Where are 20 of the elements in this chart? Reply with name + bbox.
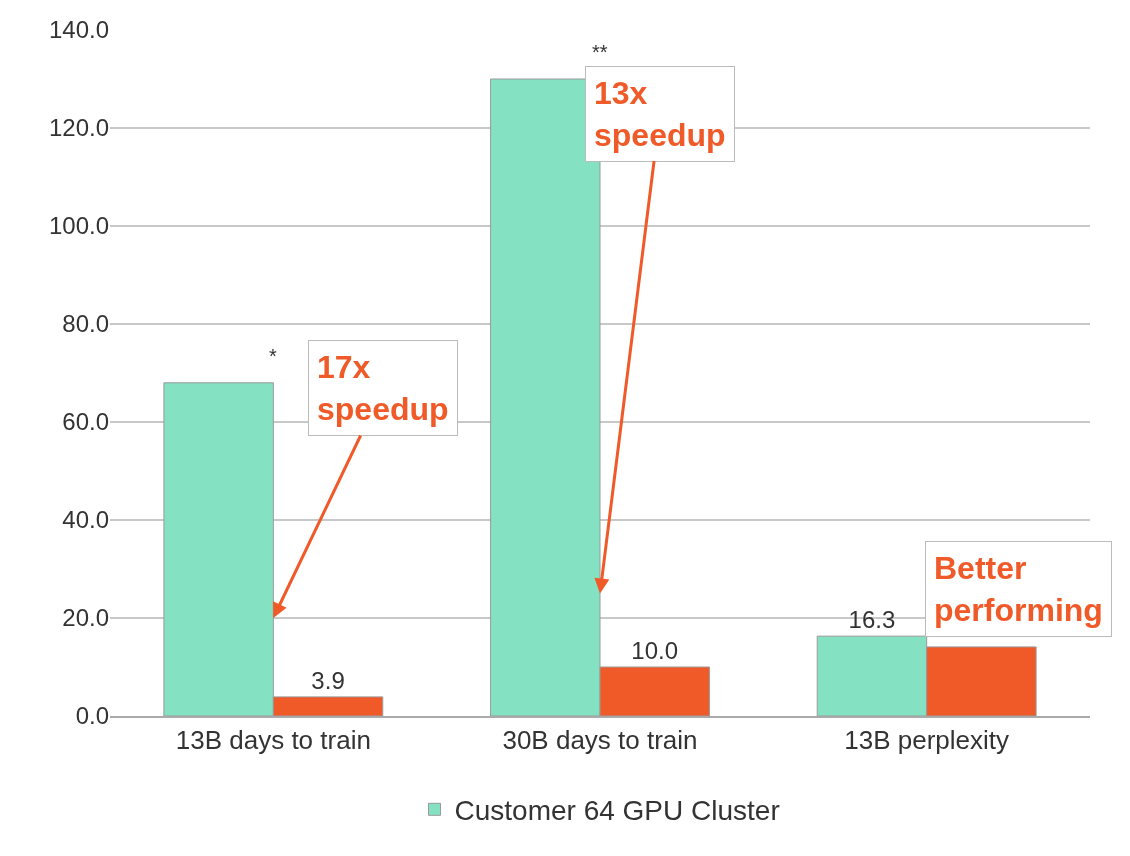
data-label: 16.3 bbox=[848, 606, 896, 634]
data-label: 3.9 bbox=[311, 666, 345, 694]
annotation: ** bbox=[592, 41, 608, 63]
x-tick-label: 13B perplexity bbox=[844, 725, 1010, 756]
y-tick-label: 120.0 bbox=[48, 114, 109, 142]
data-label: 10.0 bbox=[631, 637, 679, 664]
y-tick-label: 40.0 bbox=[62, 506, 109, 534]
y-tick-label: 60.0 bbox=[62, 408, 109, 436]
annotation: 13x speedup bbox=[594, 75, 726, 153]
x-tick-label: 30B days to train bbox=[502, 725, 698, 756]
legend-label: Customer 64 GPU Cluster bbox=[454, 795, 780, 827]
y-tick-label: 100.0 bbox=[48, 212, 109, 240]
annotation: 17x speedup bbox=[317, 349, 449, 427]
annotation: Better performing bbox=[934, 550, 1103, 628]
y-tick-label: 20.0 bbox=[62, 604, 109, 632]
y-tick-label: 80.0 bbox=[62, 310, 109, 338]
x-tick-label: 13B days to train bbox=[175, 725, 371, 756]
annotation: * bbox=[269, 345, 277, 367]
y-tick-label: 0.0 bbox=[75, 702, 109, 730]
y-tick-label: 140.0 bbox=[48, 16, 109, 44]
